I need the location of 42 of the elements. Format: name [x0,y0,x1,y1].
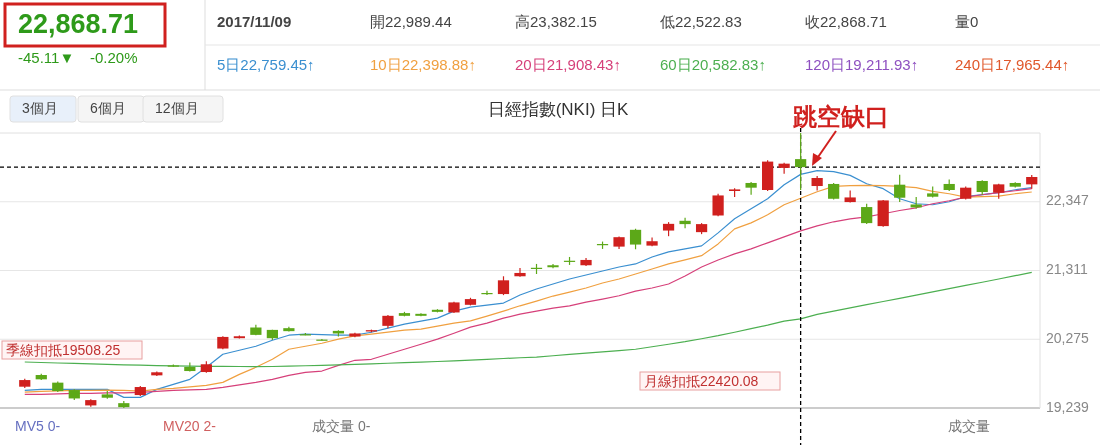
text: 22,868.71 [18,9,139,39]
y-tick-label: 22,347 [1046,192,1090,209]
text: 2017/11/09 [217,13,292,30]
y-tick-label: 19,239 [1046,398,1090,415]
candlestick [778,162,790,175]
text: 量0 [955,13,979,30]
text: 成交量 [948,418,990,434]
text: 60日20,582.83↑ [660,56,766,73]
candlestick [712,193,724,217]
text: -45.11▼ [18,49,75,66]
candlestick [497,275,510,296]
text: 高23,382.15 [515,13,597,30]
text: 3個月 [22,100,58,116]
text: 120日19,211.93↑ [805,56,919,73]
candlestick [894,174,906,203]
text: 10日22,398.88↑ [370,56,476,73]
candlestick [481,290,493,296]
candlestick [795,132,807,191]
annotation: 季線扣抵19508.25 [6,342,121,358]
text: MV20 2- [163,418,217,434]
candlestick [745,181,757,196]
text: 收22,868.71 [805,13,887,30]
text: 跳空缺口 [792,103,889,130]
candlestick [861,203,873,225]
text: MV5 0- [15,418,61,434]
y-tick-label: 21,311 [1046,261,1088,278]
text: 成交量 0- [312,418,371,434]
y-tick-label: 20,275 [1046,329,1090,346]
candlestick [316,338,328,342]
candlestick [514,267,526,278]
text: 5日22,759.45↑ [217,56,315,73]
text: 240日17,965.44↑ [955,56,1070,73]
chart-title: 日經指數(NKI) 日K [487,100,630,119]
candlestick [629,228,642,250]
annotation: 月線扣抵22420.08 [644,373,759,389]
text: -0.20% [90,49,138,66]
candlestick [679,217,691,229]
text: 12個月 [155,100,199,116]
text: 開22,989.44 [370,13,452,30]
text: 低22,522.83 [660,13,742,30]
text: 20日21,908.43↑ [515,56,621,73]
text: 6個月 [90,100,126,116]
